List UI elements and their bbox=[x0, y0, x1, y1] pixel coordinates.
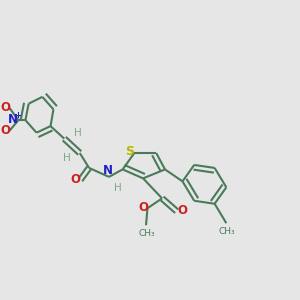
Text: CH₃: CH₃ bbox=[219, 227, 236, 236]
Text: H: H bbox=[74, 128, 82, 138]
Text: O: O bbox=[1, 124, 10, 137]
Text: CH₃: CH₃ bbox=[138, 229, 155, 238]
Text: O: O bbox=[177, 204, 187, 217]
Text: O: O bbox=[70, 173, 80, 186]
Text: O: O bbox=[0, 101, 10, 114]
Text: S: S bbox=[125, 145, 134, 158]
Text: O: O bbox=[138, 201, 148, 214]
Text: H: H bbox=[114, 183, 122, 193]
Text: N: N bbox=[103, 164, 112, 177]
Text: +: + bbox=[14, 112, 21, 121]
Text: ⁻: ⁻ bbox=[7, 107, 12, 117]
Text: N: N bbox=[8, 113, 18, 126]
Text: H: H bbox=[63, 153, 71, 164]
